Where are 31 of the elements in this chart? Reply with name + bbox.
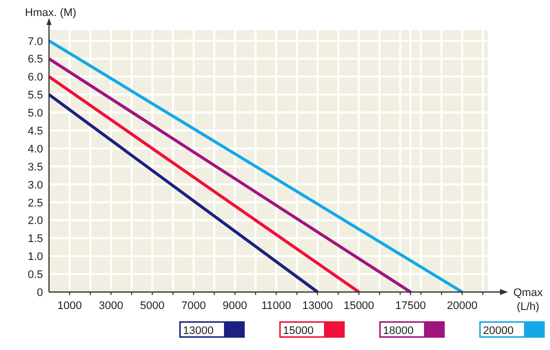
legend-label: 20000 [483,325,514,337]
x-tick-label: 20000 [446,300,478,312]
legend-label: 18000 [383,325,414,337]
y-tick-label: 0.5 [28,269,43,282]
y-tick-label: 5.0 [28,108,43,120]
y-tick-label: 5.5 [28,90,43,102]
y-tick-label: 4.0 [28,143,43,156]
y-axis-title: Hmax. (M) [25,7,76,19]
y-tick-label: 3.0 [28,179,43,192]
legend-label: 15000 [283,325,314,337]
x-tick-label: 11000 [261,300,292,312]
y-tick-label: 0 [36,287,43,299]
x-tick-label: 7000 [181,300,206,312]
x-tick-label: 1000 [57,300,82,312]
y-tick-label: 2.5 [28,197,43,210]
y-tick-label: 6.0 [28,72,43,84]
x-tick-label: 17500 [395,300,426,312]
y-tick-label: 1.5 [28,233,43,246]
x-tick-label: 3000 [98,300,124,312]
y-tick-label: 4.5 [28,125,43,138]
y-tick-label: 6.5 [28,54,43,66]
x-tick-label: 5000 [140,300,165,312]
y-tick-label: 1.0 [28,251,43,264]
y-tick-label: 3.5 [28,161,43,174]
x-tick-label: 13000 [302,300,333,312]
y-tick-label: 7.0 [28,36,43,48]
x-tick-label: 15000 [344,300,374,312]
y-tick-label: 2.0 [28,215,43,228]
x-axis-title: Qmax (L/h) [513,287,544,313]
x-tick-label: 9000 [222,300,248,312]
legend-label: 13000 [183,325,214,337]
